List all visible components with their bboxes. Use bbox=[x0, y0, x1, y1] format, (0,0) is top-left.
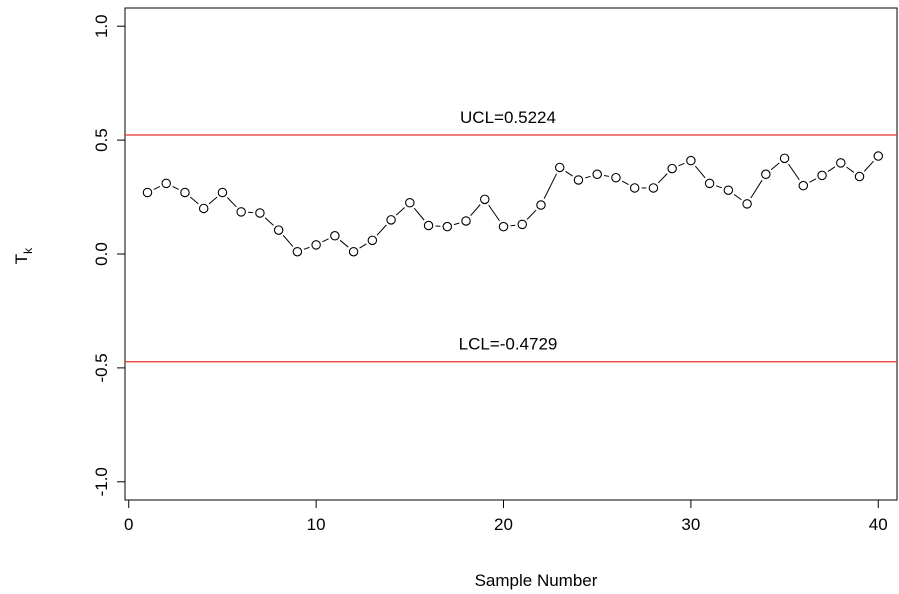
y-tick-label: 0.0 bbox=[92, 242, 111, 266]
y-axis-label-subscript: k bbox=[21, 247, 35, 254]
data-point bbox=[462, 217, 470, 225]
connector-segment bbox=[190, 197, 198, 204]
connector-segment bbox=[265, 218, 273, 226]
data-points bbox=[143, 152, 882, 256]
data-point bbox=[687, 156, 695, 164]
y-tick-label: 0.5 bbox=[92, 128, 111, 152]
data-point bbox=[724, 186, 732, 194]
x-axis-label: Sample Number bbox=[475, 571, 598, 590]
connector-segment bbox=[340, 240, 348, 247]
x-tick-label: 40 bbox=[869, 515, 888, 534]
data-point bbox=[556, 163, 564, 171]
connector-segment bbox=[154, 186, 160, 189]
data-point bbox=[874, 152, 882, 160]
plot-frame bbox=[125, 8, 897, 500]
x-tick-label: 10 bbox=[307, 515, 326, 534]
connector-segment bbox=[489, 205, 500, 221]
connector-segment bbox=[227, 198, 236, 207]
connector-segment bbox=[658, 174, 667, 183]
data-point bbox=[387, 216, 395, 224]
connector-segment bbox=[846, 167, 853, 172]
y-tick-label: -0.5 bbox=[92, 353, 111, 382]
control-limits: UCL=0.5224 LCL=-0.4729 bbox=[125, 108, 897, 362]
connector-segment bbox=[771, 163, 779, 170]
data-point bbox=[162, 179, 170, 187]
data-point bbox=[762, 170, 770, 178]
data-point bbox=[443, 222, 451, 230]
y-tick-label: 1.0 bbox=[92, 14, 111, 38]
data-point bbox=[181, 188, 189, 196]
connector-segment bbox=[716, 186, 722, 188]
data-point bbox=[499, 222, 507, 230]
data-point bbox=[837, 159, 845, 167]
connector-segment bbox=[679, 163, 685, 165]
connector-segment bbox=[414, 208, 424, 220]
connector-segment bbox=[304, 247, 310, 249]
data-point bbox=[368, 236, 376, 244]
ucl-label: UCL=0.5224 bbox=[460, 108, 556, 127]
data-point bbox=[424, 221, 432, 229]
data-point bbox=[799, 181, 807, 189]
axis-labels: Sample Number Tk bbox=[12, 247, 598, 590]
x-tick-label: 0 bbox=[124, 515, 133, 534]
data-point bbox=[312, 241, 320, 249]
data-point bbox=[668, 164, 676, 172]
connector-segment bbox=[864, 161, 873, 171]
x-tick-label: 30 bbox=[681, 515, 700, 534]
data-point bbox=[612, 173, 620, 181]
data-point bbox=[537, 201, 545, 209]
data-point bbox=[199, 204, 207, 212]
data-point bbox=[237, 208, 245, 216]
connector-segment bbox=[751, 180, 762, 198]
connector-segment bbox=[396, 207, 404, 215]
data-point bbox=[743, 200, 751, 208]
connector-segment bbox=[828, 167, 835, 172]
data-point bbox=[256, 209, 264, 217]
data-point bbox=[593, 170, 601, 178]
connector-segment bbox=[622, 181, 628, 185]
data-point bbox=[705, 179, 713, 187]
data-point bbox=[218, 188, 226, 196]
connector-segment bbox=[283, 235, 293, 246]
data-point bbox=[293, 248, 301, 256]
lcl-label: LCL=-0.4729 bbox=[459, 335, 558, 354]
data-point bbox=[406, 199, 414, 207]
data-point bbox=[349, 248, 357, 256]
data-point bbox=[331, 232, 339, 240]
data-point bbox=[818, 171, 826, 179]
x-tick-label: 20 bbox=[494, 515, 513, 534]
y-axis-label-main: T bbox=[12, 254, 31, 264]
connector-segment bbox=[322, 239, 328, 242]
data-point bbox=[274, 226, 282, 234]
connector-segment bbox=[377, 225, 386, 235]
connector-segment bbox=[544, 174, 556, 199]
connector-segment bbox=[209, 197, 217, 204]
connector-segment bbox=[527, 210, 536, 219]
data-point bbox=[780, 154, 788, 162]
connector-segment bbox=[695, 166, 705, 178]
connector-segment bbox=[585, 176, 590, 178]
connector-segment bbox=[566, 171, 573, 176]
axes: 0 10 20 30 40 -1.0 -0.5 0.0 0.5 1.0 bbox=[92, 8, 897, 534]
data-point bbox=[481, 195, 489, 203]
data-point bbox=[574, 176, 582, 184]
connector-segment bbox=[360, 244, 367, 248]
connector-segment bbox=[454, 223, 459, 225]
connector-segment bbox=[789, 164, 800, 180]
y-axis-label: Tk bbox=[12, 247, 35, 264]
data-point bbox=[649, 184, 657, 192]
connector-segment bbox=[604, 176, 609, 177]
data-point bbox=[518, 220, 526, 228]
data-point bbox=[630, 184, 638, 192]
connector-segment bbox=[173, 186, 179, 189]
connector-segment bbox=[734, 194, 741, 199]
connector-segment bbox=[809, 179, 815, 183]
data-point bbox=[855, 172, 863, 180]
data-point bbox=[143, 188, 151, 196]
y-tick-label: -1.0 bbox=[92, 467, 111, 496]
connector-segment bbox=[471, 205, 481, 216]
connector-segment bbox=[510, 225, 515, 226]
